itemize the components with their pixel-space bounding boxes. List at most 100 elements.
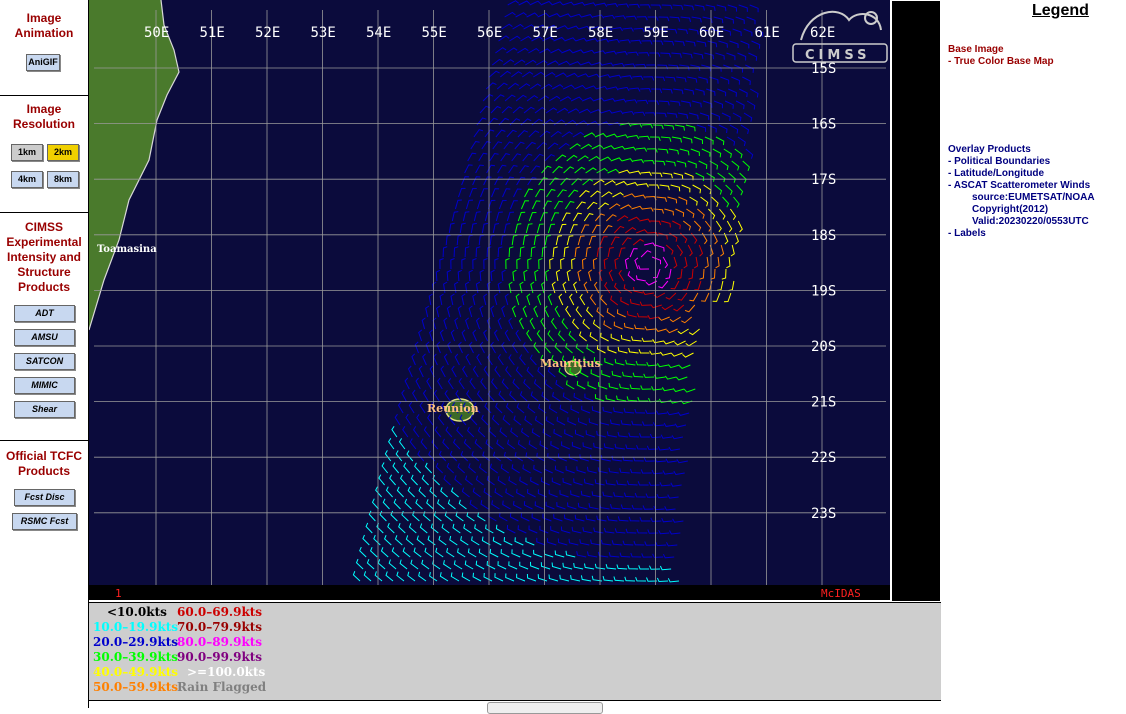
wind-barb [727,4,738,12]
wind-barb [709,76,719,84]
wind-barb [650,517,662,522]
wind-barb [724,16,734,24]
wind-barb [495,211,503,222]
wind-barb [472,487,481,498]
anigif-button[interactable]: AniGIF [26,54,60,71]
wind-barb [562,562,573,570]
wind-barb [569,224,578,234]
wind-barb [570,490,580,498]
legend-90-99: 90.0–99.9kts [177,650,263,664]
wind-barb [627,134,640,140]
wind-barb [607,345,617,354]
wind-barb [706,172,715,182]
wind-barb [717,88,727,97]
wind-barb [499,70,512,78]
wind-barb [390,510,398,522]
wind-barb [392,462,400,474]
wind-barb [480,188,488,198]
wind-barb [670,280,680,290]
satcon-button[interactable]: SATCON [14,353,75,370]
wind-barb [648,184,660,189]
wind-barb [545,24,557,30]
wind-barb [661,4,673,10]
wind-barb [651,88,663,94]
wind-barb [630,39,642,45]
wind-barb [723,148,732,158]
wind-barb [623,322,634,330]
wind-barb [670,184,681,192]
wind-barb [414,462,422,474]
wind-barb [619,468,630,474]
rsmc-fcst-button[interactable]: RSMC Fcst [12,513,77,530]
wind-barb [391,426,398,438]
wind-barb [419,401,426,414]
wind-barb [494,258,499,270]
wind-barb [737,136,746,147]
wind-barb [468,341,474,354]
wind-barb [497,354,504,366]
wind-barb [613,282,622,294]
mimic-button[interactable]: MIMIC [14,377,75,394]
wind-barb [589,109,602,114]
wind-barb [658,280,669,289]
wind-barb [718,124,728,134]
wind-barb [581,405,591,414]
wind-barb [454,317,459,330]
wind-barb [742,160,750,171]
wind-barb [541,246,547,258]
wind-barb [479,105,490,114]
wind-barb [597,38,609,43]
wind-barb [470,222,477,234]
res-8km-button[interactable]: 8km [47,171,79,188]
wind-barb [509,118,521,126]
wind-barb [511,71,523,78]
wind-barb [620,204,632,210]
wind-barb [498,200,507,210]
wind-barb [526,94,538,102]
wind-barb [684,88,695,95]
wind-barb [588,269,593,282]
wind-barb [462,211,470,222]
wind-barb [740,124,750,135]
wind-barb [737,52,747,61]
wind-barb [703,184,712,195]
wind-barb [627,51,639,56]
wind-barb [530,165,541,174]
wind-barb [706,88,716,96]
resolution-title: Image Resolution [13,102,75,131]
fcst-disc-button[interactable]: Fcst Disc [14,489,75,506]
wind-barb [608,552,620,558]
wind-barb [556,25,569,30]
wind-barb [546,188,556,198]
wind-barb [665,268,672,280]
horizontal-scrollbar[interactable] [487,702,603,714]
res-1km-button[interactable]: 1km [11,144,43,161]
wind-barb [638,135,651,141]
wind-barb [660,136,672,142]
wind-barb [580,490,591,498]
wind-barb [475,246,481,258]
wind-barb [729,40,739,49]
lon-label: 51E [200,25,225,41]
wind-barb [685,40,696,47]
wind-barb [489,234,496,246]
amsu-button[interactable]: AMSU [14,329,75,346]
shear-button[interactable]: Shear [14,401,75,418]
wind-barb [613,62,625,68]
wind-barb [538,177,548,186]
wind-barb [645,280,658,286]
wind-barb [683,4,695,11]
wind-barb [729,208,737,220]
res-2km-button[interactable]: 2km [47,144,79,161]
satellite-map[interactable]: 50E 51E 52E 53E 54E 55E 56E 57E 58E 59E 60E 61E 62E … [89,0,890,600]
wind-barb [461,365,468,378]
wind-barb [457,269,463,282]
wind-barb [646,577,658,582]
wind-barb [687,244,693,257]
wind-barb [570,13,583,18]
wind-barb [671,136,682,143]
wind-barb [655,541,667,547]
res-4km-button[interactable]: 4km [11,171,43,188]
wind-barb [475,164,484,174]
adt-button[interactable]: ADT [14,305,75,322]
